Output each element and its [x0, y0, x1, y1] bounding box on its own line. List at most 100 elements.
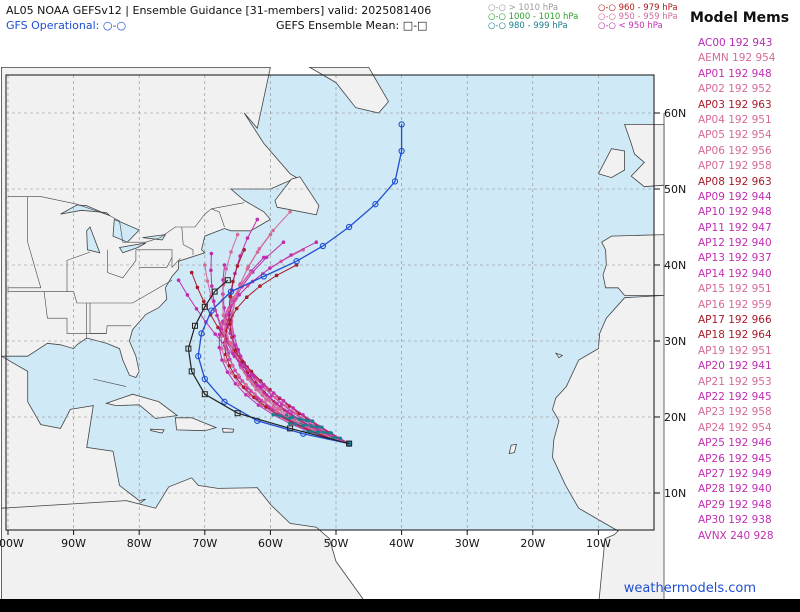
ensemble-mean-point	[224, 277, 231, 284]
ensemble-point	[231, 295, 236, 300]
ensemble-point	[288, 210, 292, 214]
chart-title: AL05 NOAA GEFSv12 | Ensemble Guidance [3…	[6, 4, 432, 17]
pressure-legend-960-979: ○-○ 960 - 979 hPa	[598, 3, 678, 13]
ensemble-mean-point	[192, 322, 198, 329]
ireland-land	[597, 148, 625, 179]
ensemble-point	[210, 284, 214, 288]
ensemble-point	[329, 431, 334, 435]
ensemble-point	[189, 270, 194, 275]
model-member-row: AP19 192 951	[698, 344, 772, 357]
model-member-row: AP09 192 944	[698, 190, 772, 203]
ensemble-point	[213, 332, 217, 336]
model-member-row: AP22 192 945	[698, 390, 772, 403]
jamaica-land	[149, 428, 165, 434]
ensemble-point	[227, 341, 232, 345]
ensemble-point	[195, 285, 200, 290]
operational-point	[319, 242, 327, 250]
ensemble-point	[275, 409, 279, 413]
operational-point	[195, 353, 202, 360]
ensemble-point	[301, 423, 305, 428]
operational-point	[208, 307, 215, 314]
ensemble-point	[221, 313, 226, 318]
ensemble-point	[256, 403, 261, 407]
operational-point	[398, 147, 405, 155]
model-member-row: AP20 192 941	[698, 360, 772, 373]
operational-point	[398, 121, 405, 128]
model-member-row: AP06 192 956	[698, 144, 772, 157]
great-lakes-water	[142, 234, 167, 241]
puerto-rico-land	[222, 427, 235, 433]
lat-label: 20N	[664, 411, 686, 424]
state-border	[66, 251, 91, 292]
ensemble-point	[263, 400, 268, 405]
model-member-row: AP12 192 940	[698, 237, 772, 250]
lon-label: 50W	[324, 537, 349, 550]
ensemble-point	[228, 318, 232, 322]
state-border	[139, 257, 173, 268]
ensemble-point	[228, 294, 232, 299]
ensemble-point	[234, 306, 239, 311]
operational-point	[372, 201, 379, 208]
ensemble-point	[225, 370, 230, 374]
ensemble-mean-point	[234, 410, 241, 417]
ensemble-point	[236, 373, 241, 378]
ensemble-point	[301, 413, 305, 417]
hispaniola-land	[174, 417, 218, 432]
ensemble-point	[242, 364, 246, 369]
ensemble-point	[258, 379, 263, 383]
ensemble-point	[271, 403, 276, 408]
lon-label: 40W	[389, 537, 414, 550]
ensemble-point	[314, 240, 319, 244]
model-members-list: AC00 192 943 AEMN 192 954 AP01 192 948 AP02…	[698, 36, 776, 544]
ensemble-point	[233, 374, 238, 379]
ensemble-point	[226, 353, 230, 357]
ensemble-point	[315, 430, 320, 435]
ensemble-point	[216, 325, 220, 330]
ensemble-point	[220, 358, 224, 362]
ensemble-point	[281, 240, 286, 244]
ensemble-point	[205, 279, 210, 283]
operational-point	[391, 178, 399, 185]
ensemble-point	[217, 332, 222, 337]
ensemble-point	[212, 299, 216, 304]
lon-label: 20W	[520, 537, 545, 550]
bottom-bar	[0, 599, 800, 612]
ensemble-point	[309, 424, 313, 428]
ensemble-point	[278, 414, 282, 418]
lon-label: 10W	[586, 537, 611, 550]
ensemble-point	[185, 293, 190, 297]
ensemble-point	[310, 429, 314, 434]
pressure-legend-lt950: ○-○ < 950 hPa	[598, 21, 663, 31]
ensemble-point	[241, 385, 246, 390]
model-member-row: AP11 192 947	[698, 221, 772, 234]
lon-label: 60W	[258, 537, 283, 550]
lat-label: 30N	[664, 335, 686, 348]
lon-label: 100W	[0, 537, 24, 550]
africa-land	[552, 113, 665, 608]
model-member-row: AEMN 192 954	[698, 52, 776, 65]
ensemble-point	[271, 412, 276, 417]
pressure-legend-980-999: ○-○ 980 - 999 hPa	[488, 21, 568, 31]
model-member-row: AP01 192 948	[698, 67, 772, 80]
ensemble-point	[233, 381, 238, 386]
ensemble-point	[255, 217, 260, 222]
model-member-row: AP14 192 940	[698, 267, 772, 280]
source-credit[interactable]: weathermodels.com	[623, 581, 756, 596]
ensemble-point	[230, 363, 235, 368]
model-member-row: AC00 192 943	[698, 37, 773, 49]
newfoundland-land	[274, 176, 320, 216]
model-member-row: AP10 192 948	[698, 206, 772, 219]
ensemble-mean-point	[201, 303, 208, 310]
model-member-row: AP17 192 966	[698, 314, 772, 327]
ensemble-point	[287, 416, 292, 421]
great-lakes-water	[86, 226, 101, 254]
ensemble-point	[176, 278, 181, 283]
ensemble-point	[278, 407, 283, 411]
state-border	[89, 303, 107, 334]
model-member-row: AP25 192 946	[698, 437, 772, 450]
ensemble-point	[244, 393, 248, 397]
model-member-row: AP08 192 963	[698, 175, 772, 188]
ensemble-point	[235, 264, 240, 268]
state-border	[93, 378, 127, 387]
ensemble-point	[235, 232, 240, 237]
